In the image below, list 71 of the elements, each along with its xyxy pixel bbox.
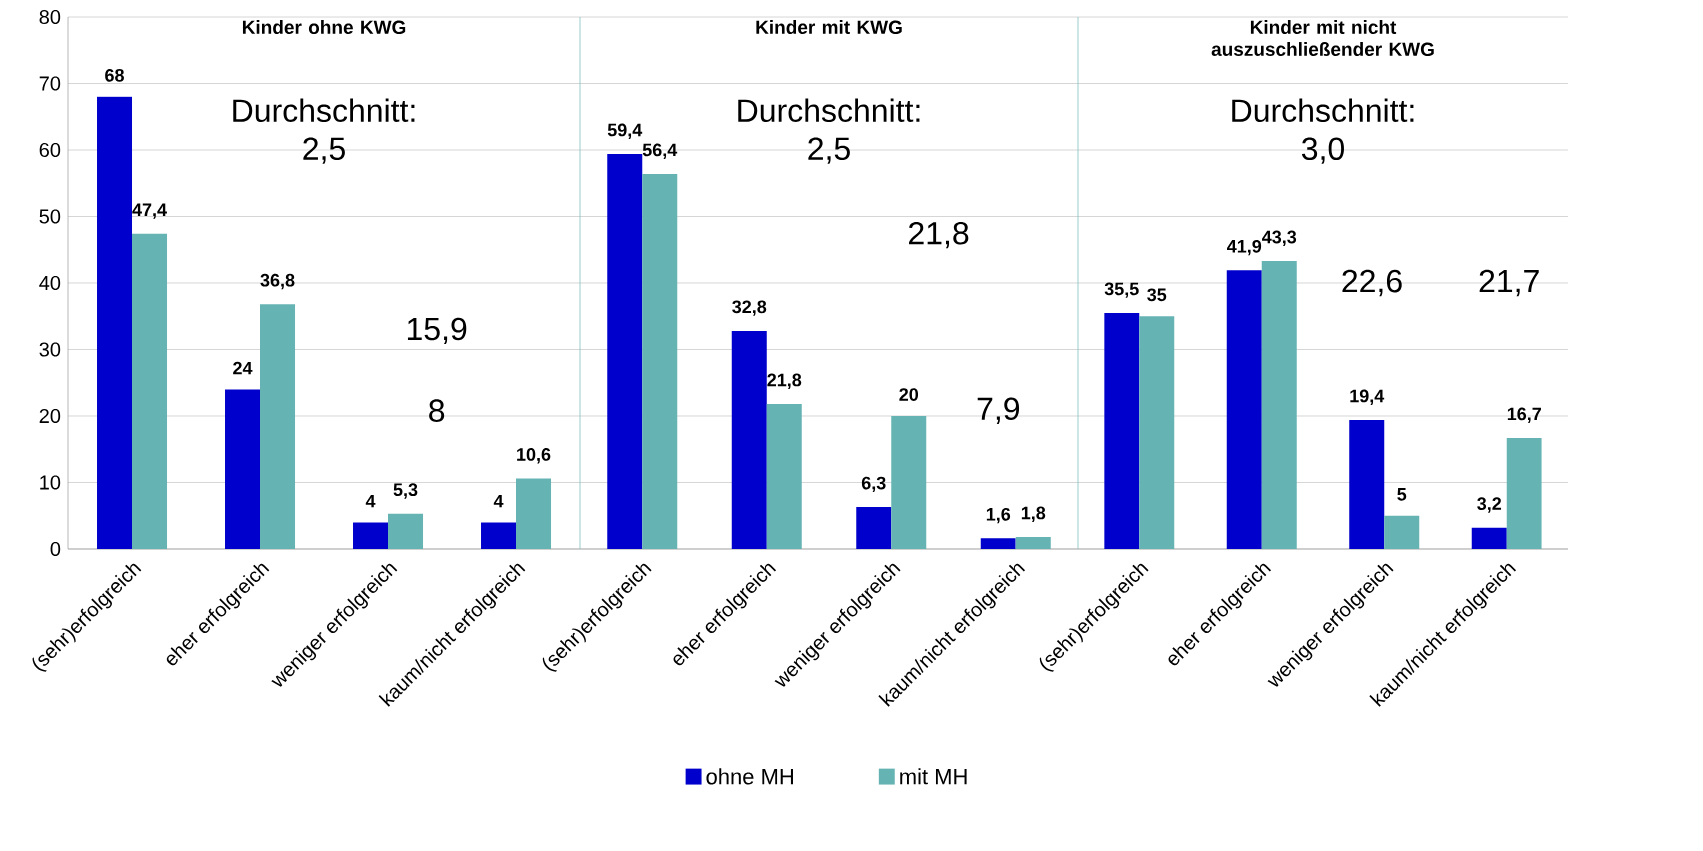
bar — [891, 415, 927, 549]
bar — [1506, 437, 1542, 549]
legend-label: mit MH — [900, 768, 967, 785]
bar — [353, 522, 389, 549]
bar — [1384, 515, 1420, 549]
y-tick-label: 50 — [39, 209, 61, 224]
y-tick-label: 70 — [39, 76, 61, 91]
data-label: 35 — [1147, 288, 1167, 302]
legend-label: ohne MH — [706, 768, 793, 785]
data-label: 16,7 — [1507, 407, 1541, 423]
bar — [856, 507, 892, 549]
bar — [731, 330, 767, 549]
data-label: 68 — [105, 68, 124, 82]
annotation: 7,9 — [977, 397, 1020, 424]
bar — [1226, 270, 1262, 549]
bar — [766, 404, 802, 549]
annotation: Durchschnitt: 2,5 — [233, 98, 415, 164]
bar — [1104, 312, 1140, 549]
bar — [1261, 261, 1297, 549]
annotation: 15,9 — [407, 317, 467, 345]
chart-title: Kinder mit KWG — [756, 20, 902, 35]
bar — [980, 538, 1016, 549]
data-label: 41,9 — [1227, 239, 1262, 256]
data-label: 6,3 — [861, 476, 886, 493]
y-tick-label: 60 — [39, 142, 61, 158]
bar — [132, 233, 168, 549]
bar — [1139, 316, 1175, 549]
bar — [225, 389, 261, 549]
data-label: 1,6 — [986, 507, 1011, 524]
annotation: Durchschnitt: 2,5 — [738, 98, 920, 164]
data-label: 47,4 — [132, 203, 167, 219]
data-label: 35,5 — [1104, 282, 1139, 298]
y-tick-label: 30 — [39, 342, 61, 357]
data-label: 4 — [493, 494, 504, 508]
data-label: 20 — [899, 388, 919, 401]
bar — [516, 478, 552, 549]
data-label: 24 — [233, 361, 253, 375]
annotation: 21,8 — [909, 221, 969, 249]
chart-title: Kinder ohne KWG — [242, 20, 406, 35]
bar — [260, 304, 296, 549]
data-label: 21,8 — [767, 373, 802, 389]
data-label: 56,4 — [642, 143, 678, 159]
y-tick-label: 40 — [39, 275, 61, 291]
data-label: 4 — [365, 494, 376, 508]
data-label: 32,8 — [732, 300, 767, 316]
annotation: 22,6 — [1342, 269, 1402, 297]
annotation: 8 — [429, 399, 445, 423]
y-tick-label: 20 — [39, 408, 61, 424]
bar — [1015, 537, 1051, 549]
data-label: 59,4 — [607, 123, 643, 139]
bar — [1349, 419, 1385, 549]
data-label: 3,2 — [1477, 497, 1502, 513]
data-label: 10,6 — [517, 448, 551, 464]
bar — [1471, 527, 1507, 549]
data-label: 5 — [1397, 488, 1407, 501]
annotation: 21,7 — [1479, 269, 1539, 297]
y-tick-label: 10 — [40, 475, 61, 490]
data-label: 1,8 — [1021, 506, 1046, 522]
bar — [607, 153, 643, 549]
bar — [97, 96, 133, 549]
data-label: 43,3 — [1262, 230, 1297, 246]
data-label: 19,4 — [1350, 389, 1385, 405]
data-label: 5,3 — [393, 483, 418, 499]
bar — [388, 513, 424, 549]
y-tick-label: 80 — [39, 9, 61, 25]
data-label: 36,8 — [260, 273, 295, 290]
text: Kinder mit nicht auszuschließender KWG — [1211, 20, 1434, 57]
bar — [481, 522, 517, 549]
annotation: Durchschnitt: 3,0 — [1232, 98, 1414, 164]
y-tick-label: 0 — [50, 541, 61, 557]
bar — [642, 173, 678, 549]
